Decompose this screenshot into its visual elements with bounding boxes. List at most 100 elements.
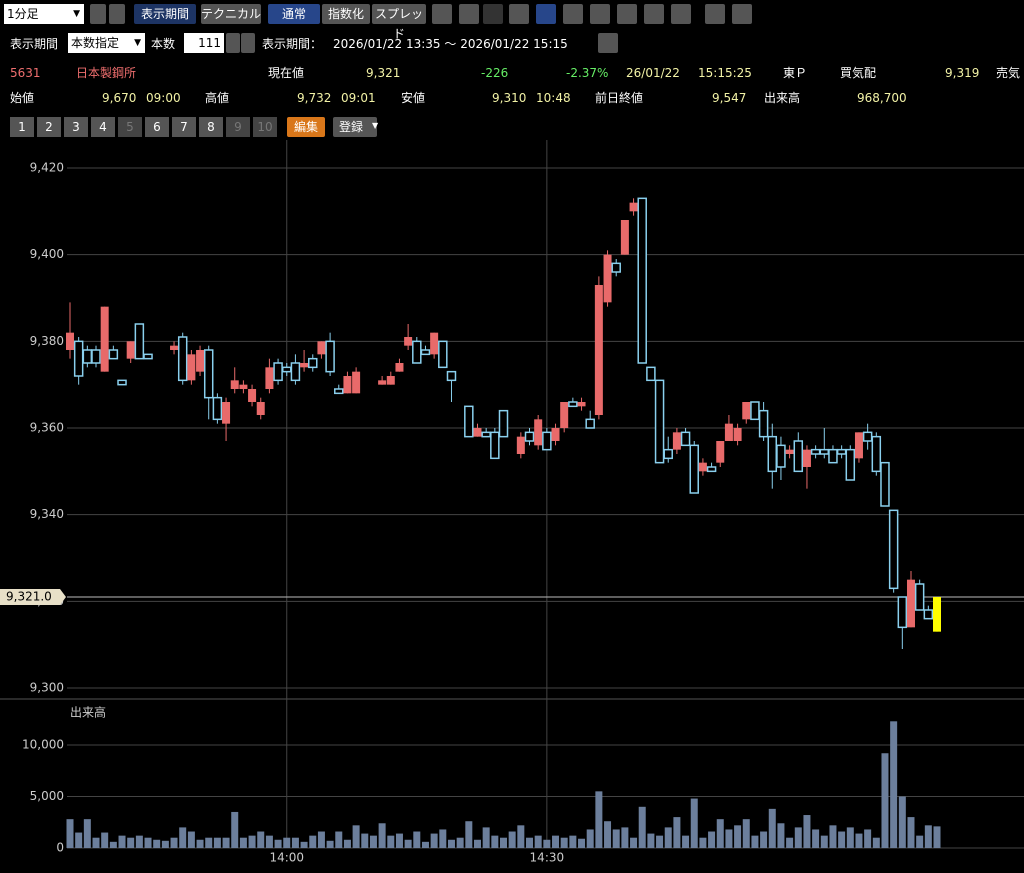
volume-bar <box>898 796 906 848</box>
value: 26/01/22 <box>626 66 680 80</box>
volume-bar <box>309 835 317 848</box>
candle-body <box>862 431 873 442</box>
candle-body <box>629 202 638 212</box>
candle-body <box>680 431 691 447</box>
volume-bar <box>777 823 785 848</box>
candle-body <box>473 428 482 437</box>
candle-body <box>100 306 109 372</box>
volume-bar <box>656 835 664 848</box>
count-down[interactable] <box>226 33 240 53</box>
count-up[interactable] <box>241 33 255 53</box>
tab-button[interactable]: 2 <box>37 117 61 137</box>
zoom-out-icon[interactable] <box>483 4 503 24</box>
candle-body <box>273 362 283 382</box>
count-input[interactable]: 111 <box>184 33 224 53</box>
volume-bar <box>569 835 577 848</box>
current-price-tag <box>0 589 66 605</box>
candle-body <box>378 380 387 385</box>
label: 始値 <box>10 91 35 105</box>
volume-bar <box>265 835 273 848</box>
tab-button[interactable]: 6 <box>145 117 169 137</box>
candle-body <box>767 435 778 473</box>
volume-bar <box>109 841 117 848</box>
tab-button[interactable]: 7 <box>172 117 196 137</box>
volume-bar <box>231 811 239 848</box>
my-icon[interactable] <box>617 4 637 24</box>
tab-button[interactable]: 8 <box>199 117 223 137</box>
volume-bar <box>604 821 612 848</box>
label: 売気 <box>996 66 1021 80</box>
value: 09:01 <box>341 91 376 105</box>
tab-button[interactable]: 4 <box>91 117 115 137</box>
count-mode: 本数指定 <box>71 36 120 50</box>
normal-button[interactable]: 通常 <box>268 4 320 24</box>
export-icon[interactable] <box>732 4 752 24</box>
volume-bar <box>907 817 915 848</box>
tab-button[interactable]: 5 <box>118 117 142 137</box>
timeframe-select[interactable]: 1分足 ▼ <box>4 4 84 24</box>
chart-icon[interactable] <box>536 4 556 24</box>
volume-bar <box>118 835 126 848</box>
value: 15:15:25 <box>698 66 752 80</box>
volume-bar <box>430 833 438 848</box>
y-tick-label: 9,420 <box>30 161 64 175</box>
draw-icon[interactable] <box>509 4 529 24</box>
volume-bar <box>664 827 672 848</box>
prev-button[interactable] <box>90 4 106 24</box>
y-tick-label: 9,340 <box>30 507 64 521</box>
volume-bar <box>66 819 74 848</box>
reset-icon[interactable] <box>598 33 618 53</box>
volume-bar <box>421 841 429 848</box>
info-icon[interactable] <box>590 4 610 24</box>
crosshair-icon[interactable] <box>432 4 452 24</box>
candle-body <box>611 262 621 273</box>
candle-body <box>845 448 856 481</box>
label: 安値 <box>401 91 426 105</box>
volume-bar <box>196 839 204 848</box>
zoom-in-icon[interactable] <box>459 4 479 24</box>
volume-tick-label: 5,000 <box>30 789 64 803</box>
candle-body <box>446 370 457 382</box>
print-icon[interactable] <box>705 4 725 24</box>
period-button[interactable]: 表示期間 <box>134 4 196 24</box>
count-mode-select[interactable]: 本数指定 ▼ <box>68 33 145 53</box>
candle-body <box>143 353 153 360</box>
candle-body <box>420 349 431 356</box>
yen-icon[interactable] <box>563 4 583 24</box>
x-tick-label: 14:30 <box>530 851 565 865</box>
volume-bar <box>439 829 447 848</box>
volume-bar <box>725 829 733 848</box>
volume-bar <box>820 835 828 848</box>
candle-body <box>620 220 629 255</box>
tab-button[interactable]: 1 <box>10 117 34 137</box>
candle-body <box>654 379 665 464</box>
technical-button[interactable]: テクニカル <box>201 4 261 24</box>
index-button[interactable]: 指数化 <box>322 4 370 24</box>
next-button[interactable] <box>109 4 125 24</box>
volume-bar <box>205 837 213 848</box>
volume-bar <box>560 837 568 848</box>
tab-button[interactable]: 3 <box>64 117 88 137</box>
volume-bar <box>682 835 690 848</box>
y-tick-label: 9,300 <box>30 681 64 695</box>
candle-body <box>265 367 274 389</box>
candle-body <box>724 423 733 441</box>
tab-button[interactable]: 10 <box>253 117 277 137</box>
register-button[interactable]: 登録 <box>333 117 377 137</box>
candle-body <box>256 402 265 415</box>
candle-body <box>481 431 491 438</box>
edit-button[interactable]: 編集 <box>287 117 325 137</box>
volume-bar <box>213 837 221 848</box>
volume-bar <box>742 819 750 848</box>
tool-icon[interactable] <box>671 4 691 24</box>
candle-body <box>819 448 830 455</box>
range-label: 表示期間： <box>262 37 323 51</box>
label: 買気配 <box>840 66 877 80</box>
candle-body <box>706 466 717 473</box>
candle-body <box>810 448 821 455</box>
spread-button[interactable]: スプレッド <box>372 4 426 41</box>
volume-bar <box>404 839 412 848</box>
volume-icon[interactable] <box>644 4 664 24</box>
candle-body <box>750 401 760 421</box>
tab-button[interactable]: 9 <box>226 117 250 137</box>
